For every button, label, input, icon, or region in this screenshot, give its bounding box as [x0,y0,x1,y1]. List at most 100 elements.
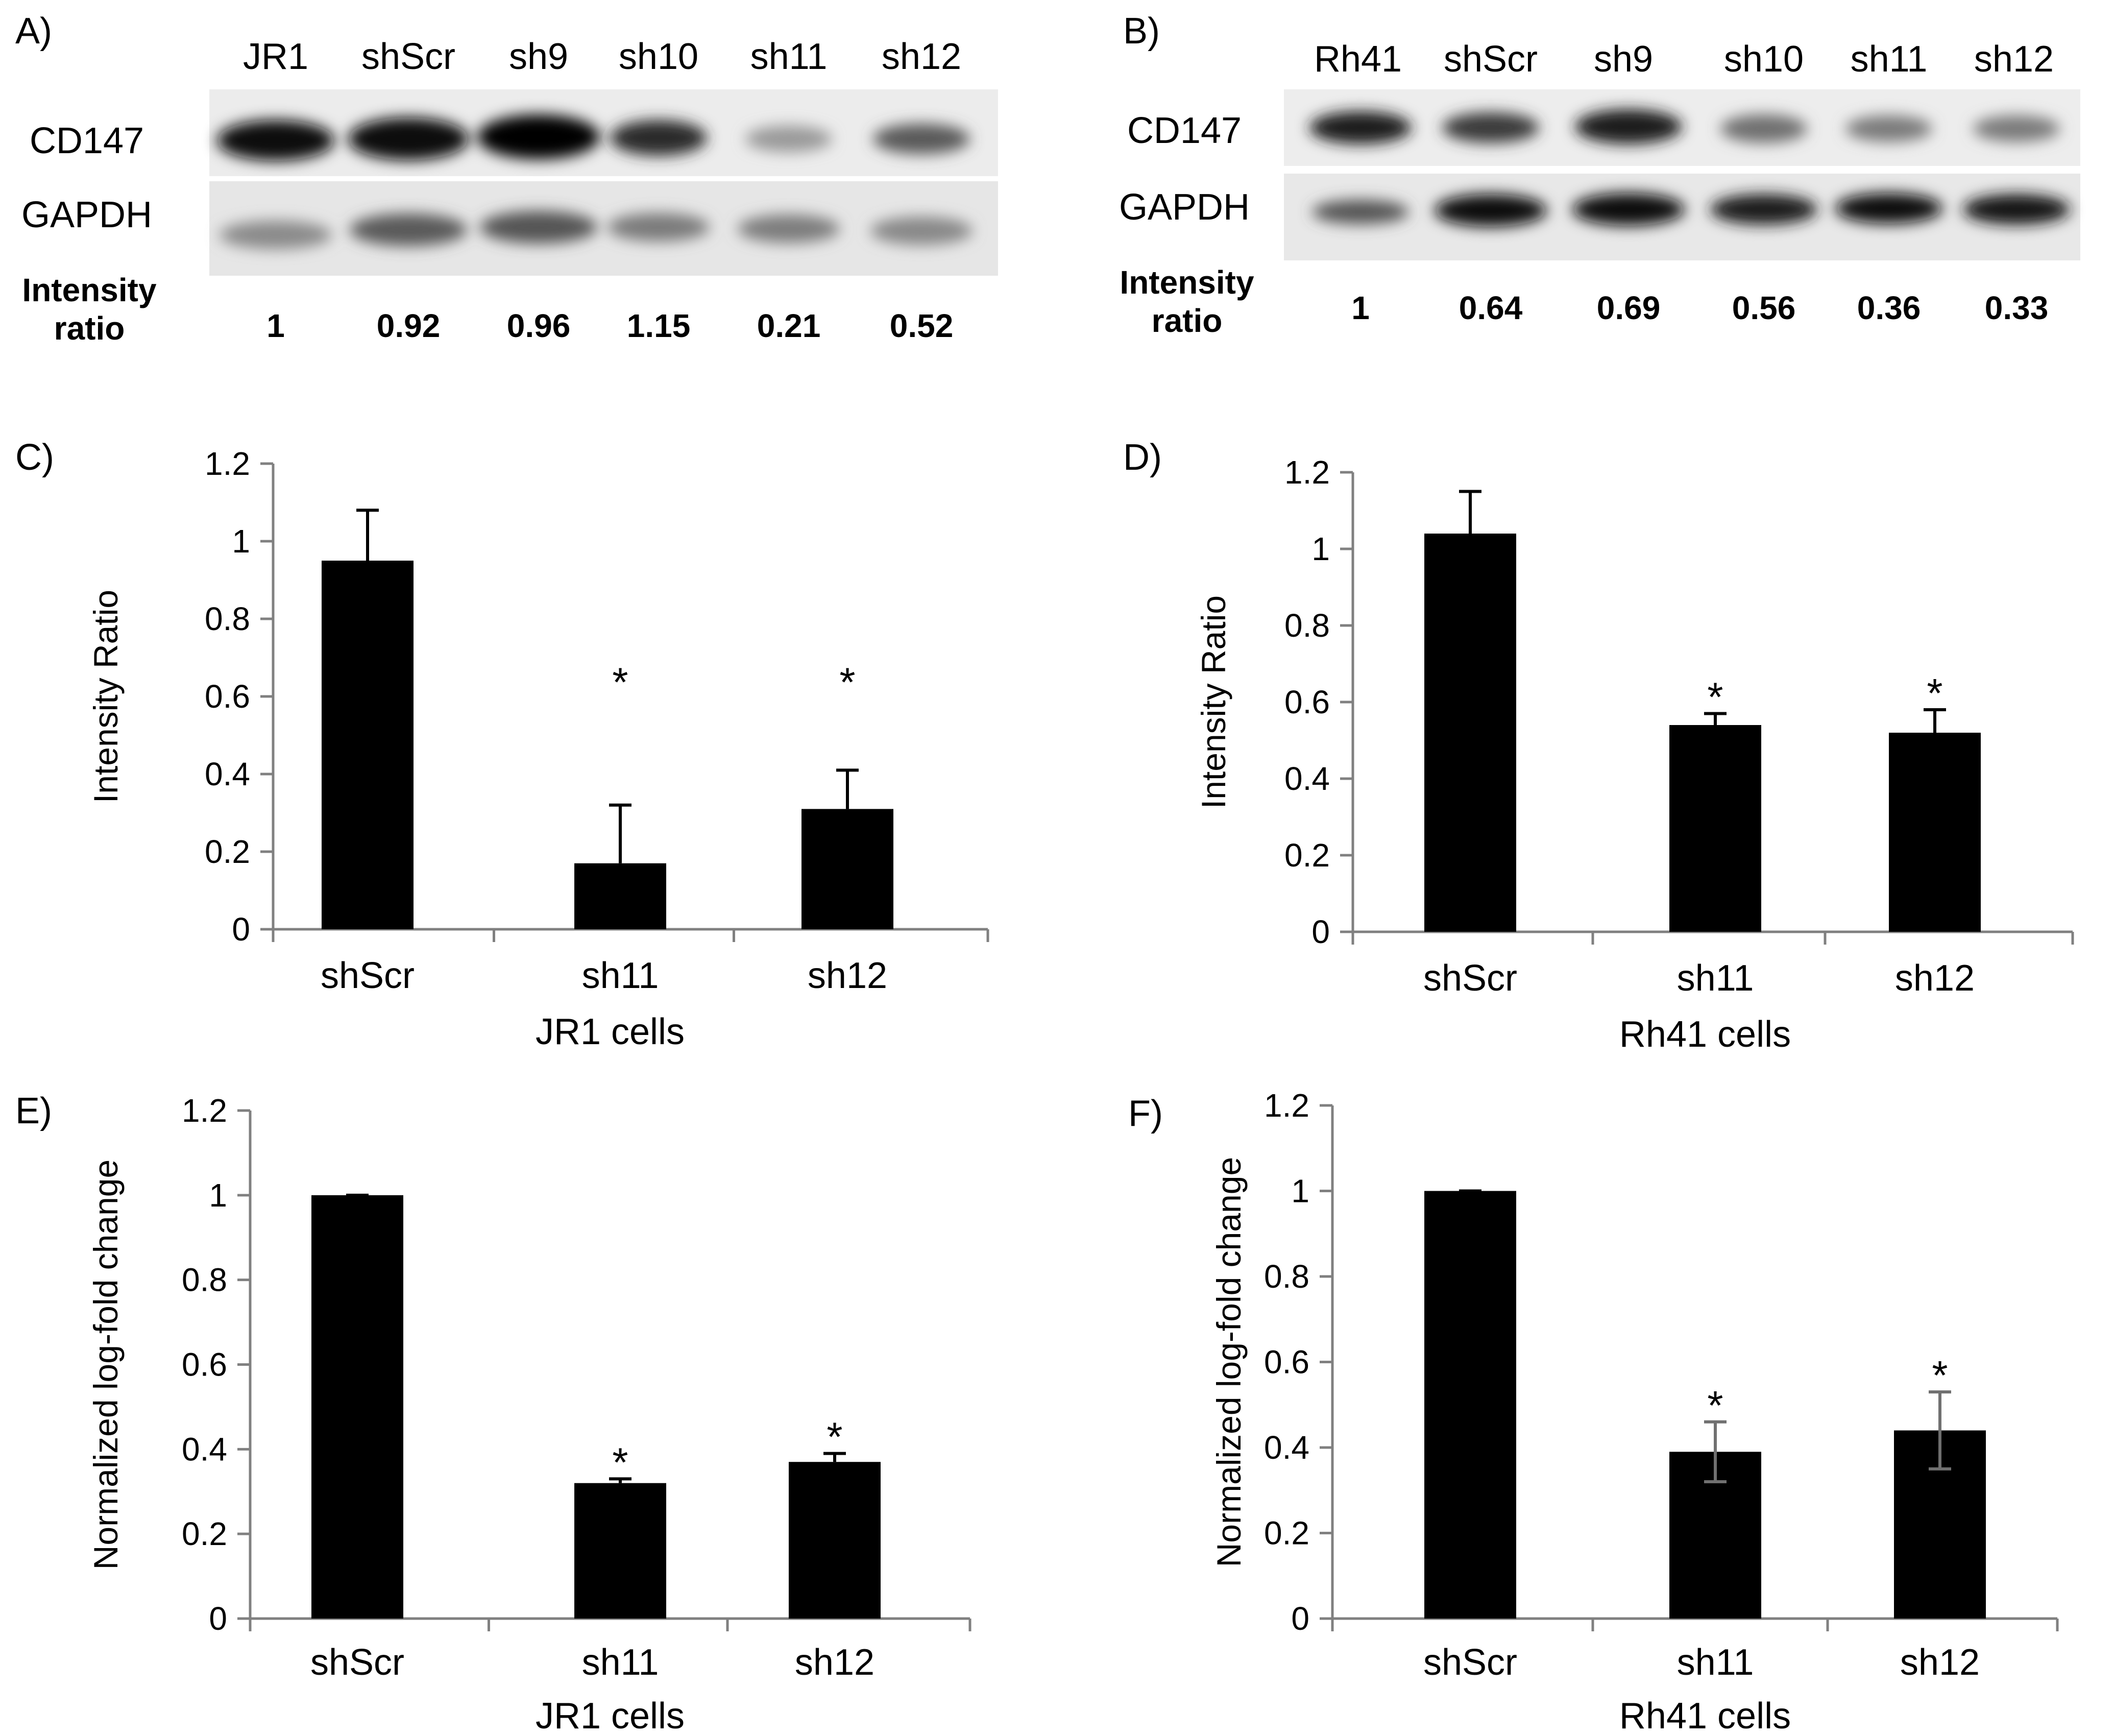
x-axis-title: Rh41 cells [1619,1696,1791,1736]
y-tick-label: 0.8 [205,600,250,637]
y-tick-label: 1.2 [182,1092,227,1129]
y-tick-label: 0.6 [205,678,250,715]
blot-band [1973,115,2060,142]
blot-band [870,216,973,245]
bar-shScr [1424,1191,1516,1619]
blot-band [1309,111,1412,144]
band-group-cd147 [217,114,970,161]
y-tick-label: 0.4 [205,756,250,792]
blot-strip-gapdh [1284,174,2080,260]
intensity-ratio-value: 0.33 [1985,290,2049,326]
blot-row-label-cd147: CD147 [30,120,144,161]
intensity-ratio-heading: Intensity [22,272,157,308]
intensity-ratio-value: 0.52 [890,307,954,344]
intensity-ratio-value: 1.15 [627,307,691,344]
x-category-label: sh11 [1677,1642,1754,1683]
bar-sh12 [789,1462,881,1619]
significance-star: * [612,660,628,705]
y-tick-label: 0.2 [205,833,250,870]
y-axis-title: Intensity Ratio [87,590,125,803]
blot-strip-gapdh [209,181,998,276]
bar-shScr [311,1195,403,1619]
y-tick-label: 1 [209,1177,227,1214]
blot-band [873,124,970,154]
x-category-label: shScr [310,1642,404,1683]
blot-band [1835,193,1942,224]
blot-band [1435,194,1547,227]
intensity-ratio-value: 1 [266,307,285,344]
y-tick-label: 0.6 [1264,1344,1309,1381]
y-tick-label: 0.6 [182,1346,227,1383]
intensity-ratio-value: 0.96 [507,307,571,344]
lane-label: sh9 [509,36,568,77]
bar-sh11 [1669,725,1761,932]
lane-label: JR1 [243,36,308,77]
lane-label: sh12 [882,36,961,77]
significance-star: * [839,660,855,705]
bar-sh12 [1889,733,1981,932]
significance-star: * [1927,670,1942,716]
intensity-ratio-heading: ratio [1152,302,1223,339]
blot-band [220,221,332,249]
x-category-label: shScr [1423,1642,1517,1683]
bar-chart-e: E) 0 0.2 0.4 0.6 0.8 1 1.2 shScr * sh11 * sh12 Normal… [15,1091,971,1736]
band-group-gapdh [1312,193,2070,227]
blot-band [738,214,840,243]
bar-chart-d: D) 0 0.2 0.4 0.6 0.8 1 1.2 shScr * sh11 * sh12 Intens… [1123,437,2074,1055]
x-axis-title: JR1 cells [536,1011,685,1052]
intensity-ratio-heading: Intensity [1120,264,1254,301]
intensity-ratio-value: 0.64 [1459,290,1523,326]
y-tick-label: 0.8 [1264,1258,1309,1295]
blot-band [348,117,469,160]
x-category-label: sh11 [582,1642,659,1683]
y-tick-label: 1.2 [205,445,250,482]
x-category-label: sh12 [1900,1642,1980,1683]
blot-band [608,213,710,242]
y-tick-label: 0.2 [182,1515,227,1552]
significance-star: * [1707,1383,1723,1428]
blot-band [1312,200,1409,224]
bar-sh11 [574,1483,666,1619]
blot-panel-b: B) Rh41 shScr sh9 sh10 sh11 sh12 CD147 G… [1119,11,2080,339]
blot-row-label-cd147: CD147 [1127,110,1242,151]
panel-label: D) [1123,437,1162,478]
y-tick-label: 0 [232,911,250,948]
y-tick-label: 0.2 [1264,1515,1309,1552]
blot-band [1575,109,1682,144]
y-tick-label: 0.8 [182,1262,227,1298]
panel-label: C) [15,437,54,478]
intensity-ratio-value: 0.56 [1732,290,1796,326]
blot-band [217,120,334,161]
x-category-label: shScr [1423,958,1517,999]
x-category-label: sh11 [1677,958,1754,999]
lane-label: sh10 [619,36,698,77]
blot-band [1963,194,2070,225]
bar-chart-f: F) 0 0.2 0.4 0.6 0.8 1 1.2 shScr * sh11 * sh12 Normal… [1128,1087,2059,1736]
y-tick-label: 1.2 [1284,454,1330,491]
x-category-label: sh12 [795,1642,874,1683]
blot-band [480,211,597,244]
panel-label: F) [1128,1093,1163,1134]
y-tick-label: 0.4 [182,1431,227,1467]
y-axis-title: Normalized log-fold change [1210,1157,1248,1567]
lane-label: shScr [1444,39,1538,80]
x-axis-title: Rh41 cells [1619,1014,1791,1055]
y-tick-label: 1.2 [1264,1087,1309,1124]
x-category-label: shScr [321,955,415,996]
blot-band [1710,194,1817,225]
significance-star: * [827,1414,842,1460]
y-tick-label: 0.4 [1284,760,1330,797]
blot-band [610,120,707,156]
y-tick-label: 0 [209,1600,227,1637]
blot-band [1845,115,1932,142]
significance-star: * [1932,1353,1948,1398]
panel-label: E) [15,1091,52,1131]
band-group-gapdh [220,211,973,249]
bar-sh12 [801,809,893,929]
band-group-cd147 [1309,109,2060,144]
intensity-ratio-value: 0.36 [1857,290,1921,326]
blot-panel-a: A) JR1 shScr sh9 sh10 sh11 sh12 CD147 GA… [15,11,998,347]
y-tick-label: 1 [1311,531,1330,567]
x-category-label: sh12 [808,955,887,996]
